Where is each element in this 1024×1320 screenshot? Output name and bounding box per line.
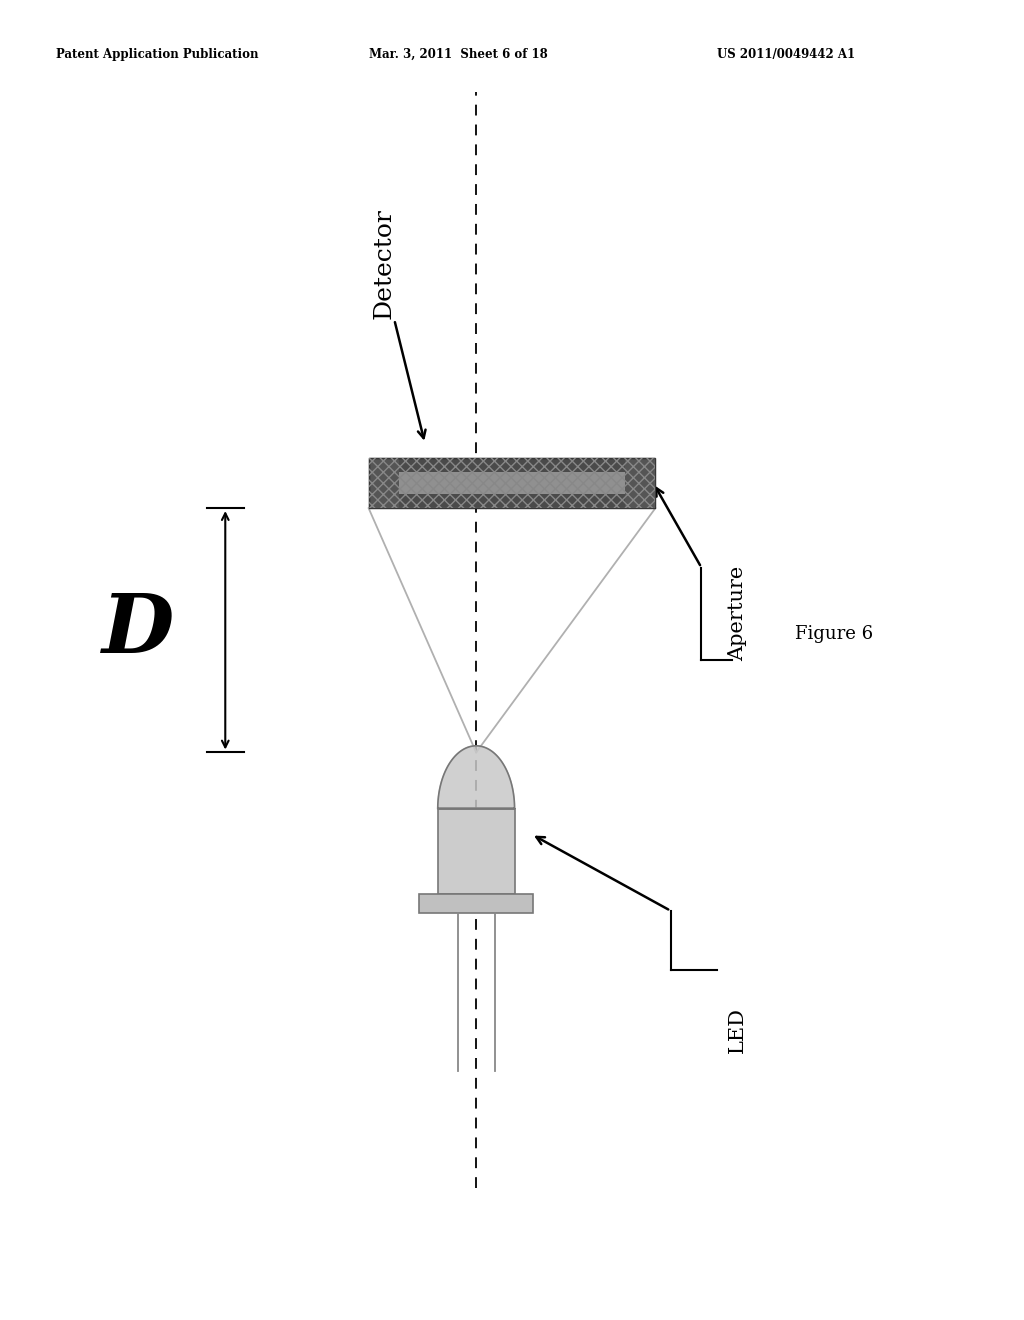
Bar <box>420 895 532 913</box>
Bar <box>369 458 655 508</box>
Bar <box>369 458 655 508</box>
Bar <box>372 471 652 494</box>
Text: Detector: Detector <box>373 209 395 319</box>
Text: Patent Application Publication: Patent Application Publication <box>56 48 259 61</box>
Polygon shape <box>438 746 515 808</box>
Bar <box>369 458 655 508</box>
Text: US 2011/0049442 A1: US 2011/0049442 A1 <box>717 48 855 61</box>
Bar <box>438 808 515 895</box>
Bar <box>625 458 655 508</box>
Bar <box>369 458 399 508</box>
Text: Mar. 3, 2011  Sheet 6 of 18: Mar. 3, 2011 Sheet 6 of 18 <box>369 48 548 61</box>
Text: LED: LED <box>728 1007 746 1052</box>
Text: Aperture: Aperture <box>728 566 746 661</box>
Text: D: D <box>102 590 174 671</box>
Text: Figure 6: Figure 6 <box>796 624 873 643</box>
